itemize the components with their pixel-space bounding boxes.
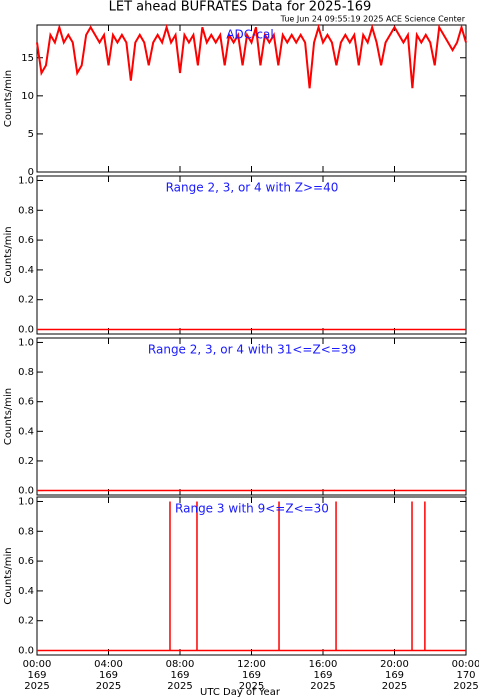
y-tick-label: 0.0 [18,325,34,336]
panel-annotation: Range 3 with 9<=Z<=30 [175,502,329,516]
y-tick-label: 0 [28,167,34,178]
chart-subtitle: Tue Jun 24 09:55:19 2025 ACE Science Cen… [280,15,466,24]
x-tick-label: 169 [99,670,118,681]
x-axis-label: UTC Day of Year [200,687,281,698]
panel-annotation: Range 2, 3, or 4 with 31<=Z<=39 [148,343,356,357]
y-tick-label: 0.4 [18,426,34,437]
x-tick-label: 08:00 [166,659,195,670]
y-tick-label: 0.6 [18,556,34,567]
y-tick-label: 0.0 [18,646,34,657]
y-tick-label: 0.8 [18,205,34,216]
x-tick-label: 2025 [453,681,478,692]
data-line [36,23,467,89]
data-line [37,501,466,652]
x-tick-label: 2025 [382,681,407,692]
y-tick-label: 10 [21,91,34,102]
y-tick-label: 5 [28,129,34,140]
y-tick-label: 0.0 [18,486,34,497]
chart-title: LET ahead BUFRATES Data for 2025-169 [109,0,372,15]
y-axis-label: Counts/min [3,388,14,445]
y-tick-label: 1.0 [18,337,34,348]
y-tick-label: 0.2 [18,456,34,467]
plot-frame [36,24,467,173]
x-tick-label: 169 [170,670,189,681]
x-tick-label: 00:00 [452,659,479,670]
plot-frame [36,175,467,335]
y-tick-label: 0.8 [18,367,34,378]
x-tick-label: 169 [313,670,332,681]
y-tick-label: 0.2 [18,616,34,627]
x-tick-label: 2025 [24,681,49,692]
x-tick-label: 169 [242,670,261,681]
panel-annotation: Range 2, 3, or 4 with Z>=40 [166,181,339,195]
plot-frame [36,496,467,656]
y-tick-label: 0.2 [18,295,34,306]
panel-annotation: ADC-cal [226,28,273,42]
y-tick-label: 1.0 [18,175,34,186]
y-tick-label: 0.6 [18,235,34,246]
y-tick-label: 0.4 [18,586,34,597]
plot-frame [36,337,467,496]
x-tick-label: 20:00 [380,659,409,670]
x-tick-label: 04:00 [94,659,123,670]
y-tick-label: 0.8 [18,526,34,537]
x-tick-label: 16:00 [309,659,338,670]
x-tick-label: 169 [27,670,46,681]
x-tick-label: 2025 [167,681,192,692]
x-tick-label: 00:00 [23,659,52,670]
x-tick-label: 2025 [239,681,264,692]
y-tick-label: 1.0 [18,496,34,507]
y-tick-label: 15 [21,53,34,64]
x-tick-label: 169 [385,670,404,681]
x-tick-label: 2025 [310,681,335,692]
x-tick-label: 12:00 [237,659,266,670]
y-axis-label: Counts/min [3,547,14,604]
x-tick-label: 170 [456,670,475,681]
y-tick-label: 0.4 [18,265,34,276]
y-axis-label: Counts/min [3,70,14,127]
x-tick-label: 2025 [96,681,121,692]
y-axis-label: Counts/min [3,226,14,283]
y-tick-label: 0.6 [18,397,34,408]
